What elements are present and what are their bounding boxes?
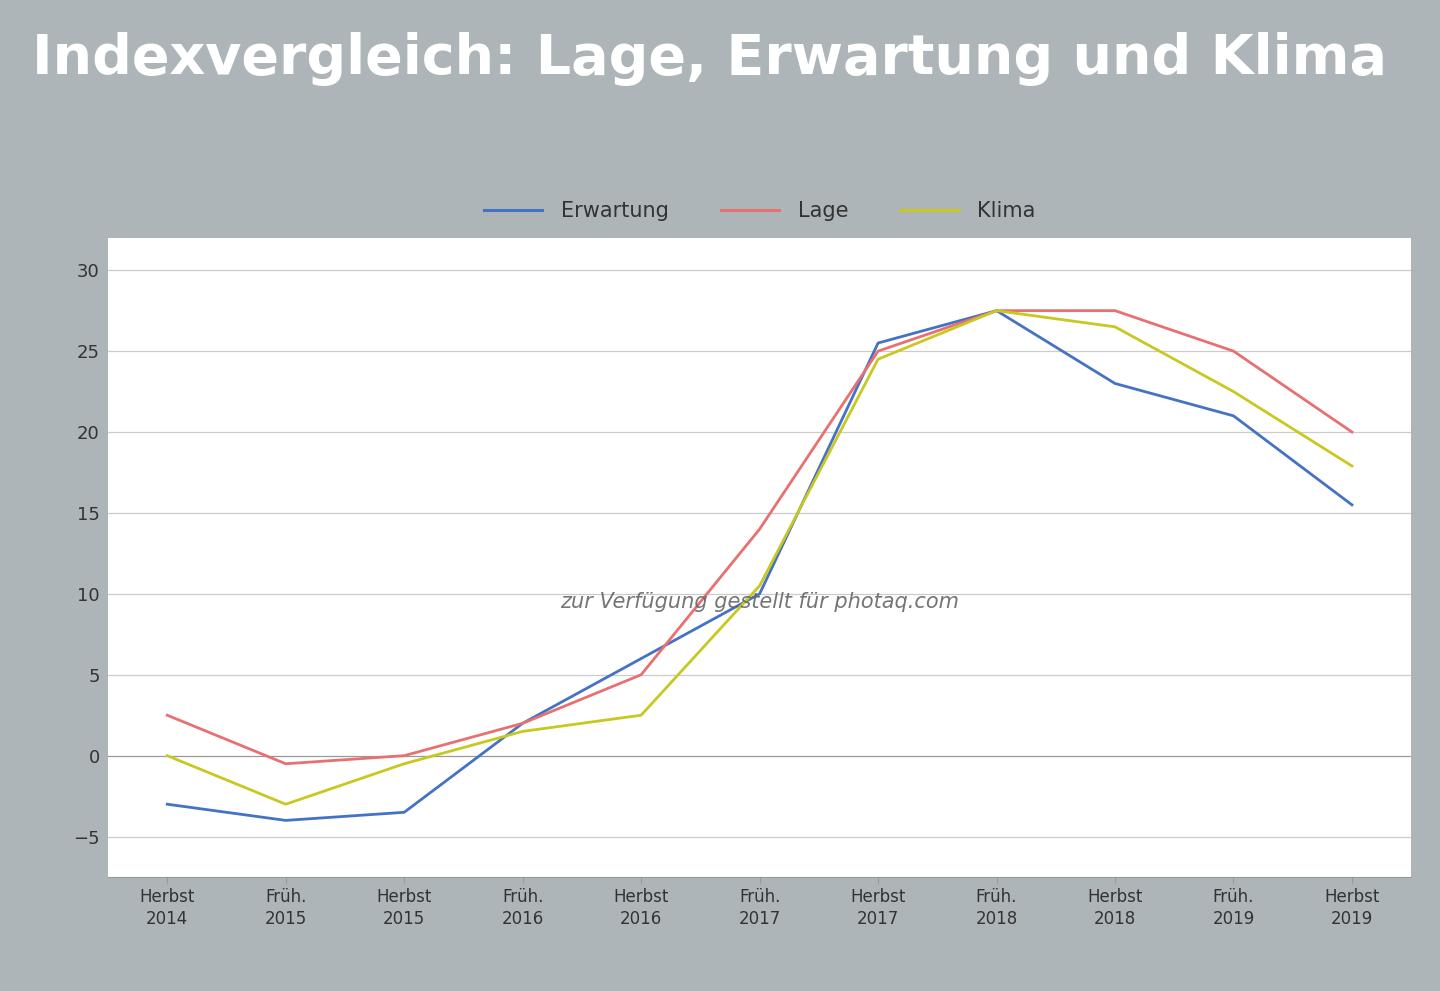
Text: zur Verfügung gestellt für photaq.com: zur Verfügung gestellt für photaq.com: [560, 593, 959, 612]
Text: Indexvergleich: Lage, Erwartung und Klima: Indexvergleich: Lage, Erwartung und Klim…: [32, 33, 1387, 86]
Legend: Erwartung, Lage, Klima: Erwartung, Lage, Klima: [484, 201, 1035, 221]
